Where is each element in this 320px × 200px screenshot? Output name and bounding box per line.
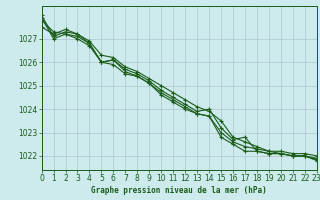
X-axis label: Graphe pression niveau de la mer (hPa): Graphe pression niveau de la mer (hPa)	[91, 186, 267, 195]
